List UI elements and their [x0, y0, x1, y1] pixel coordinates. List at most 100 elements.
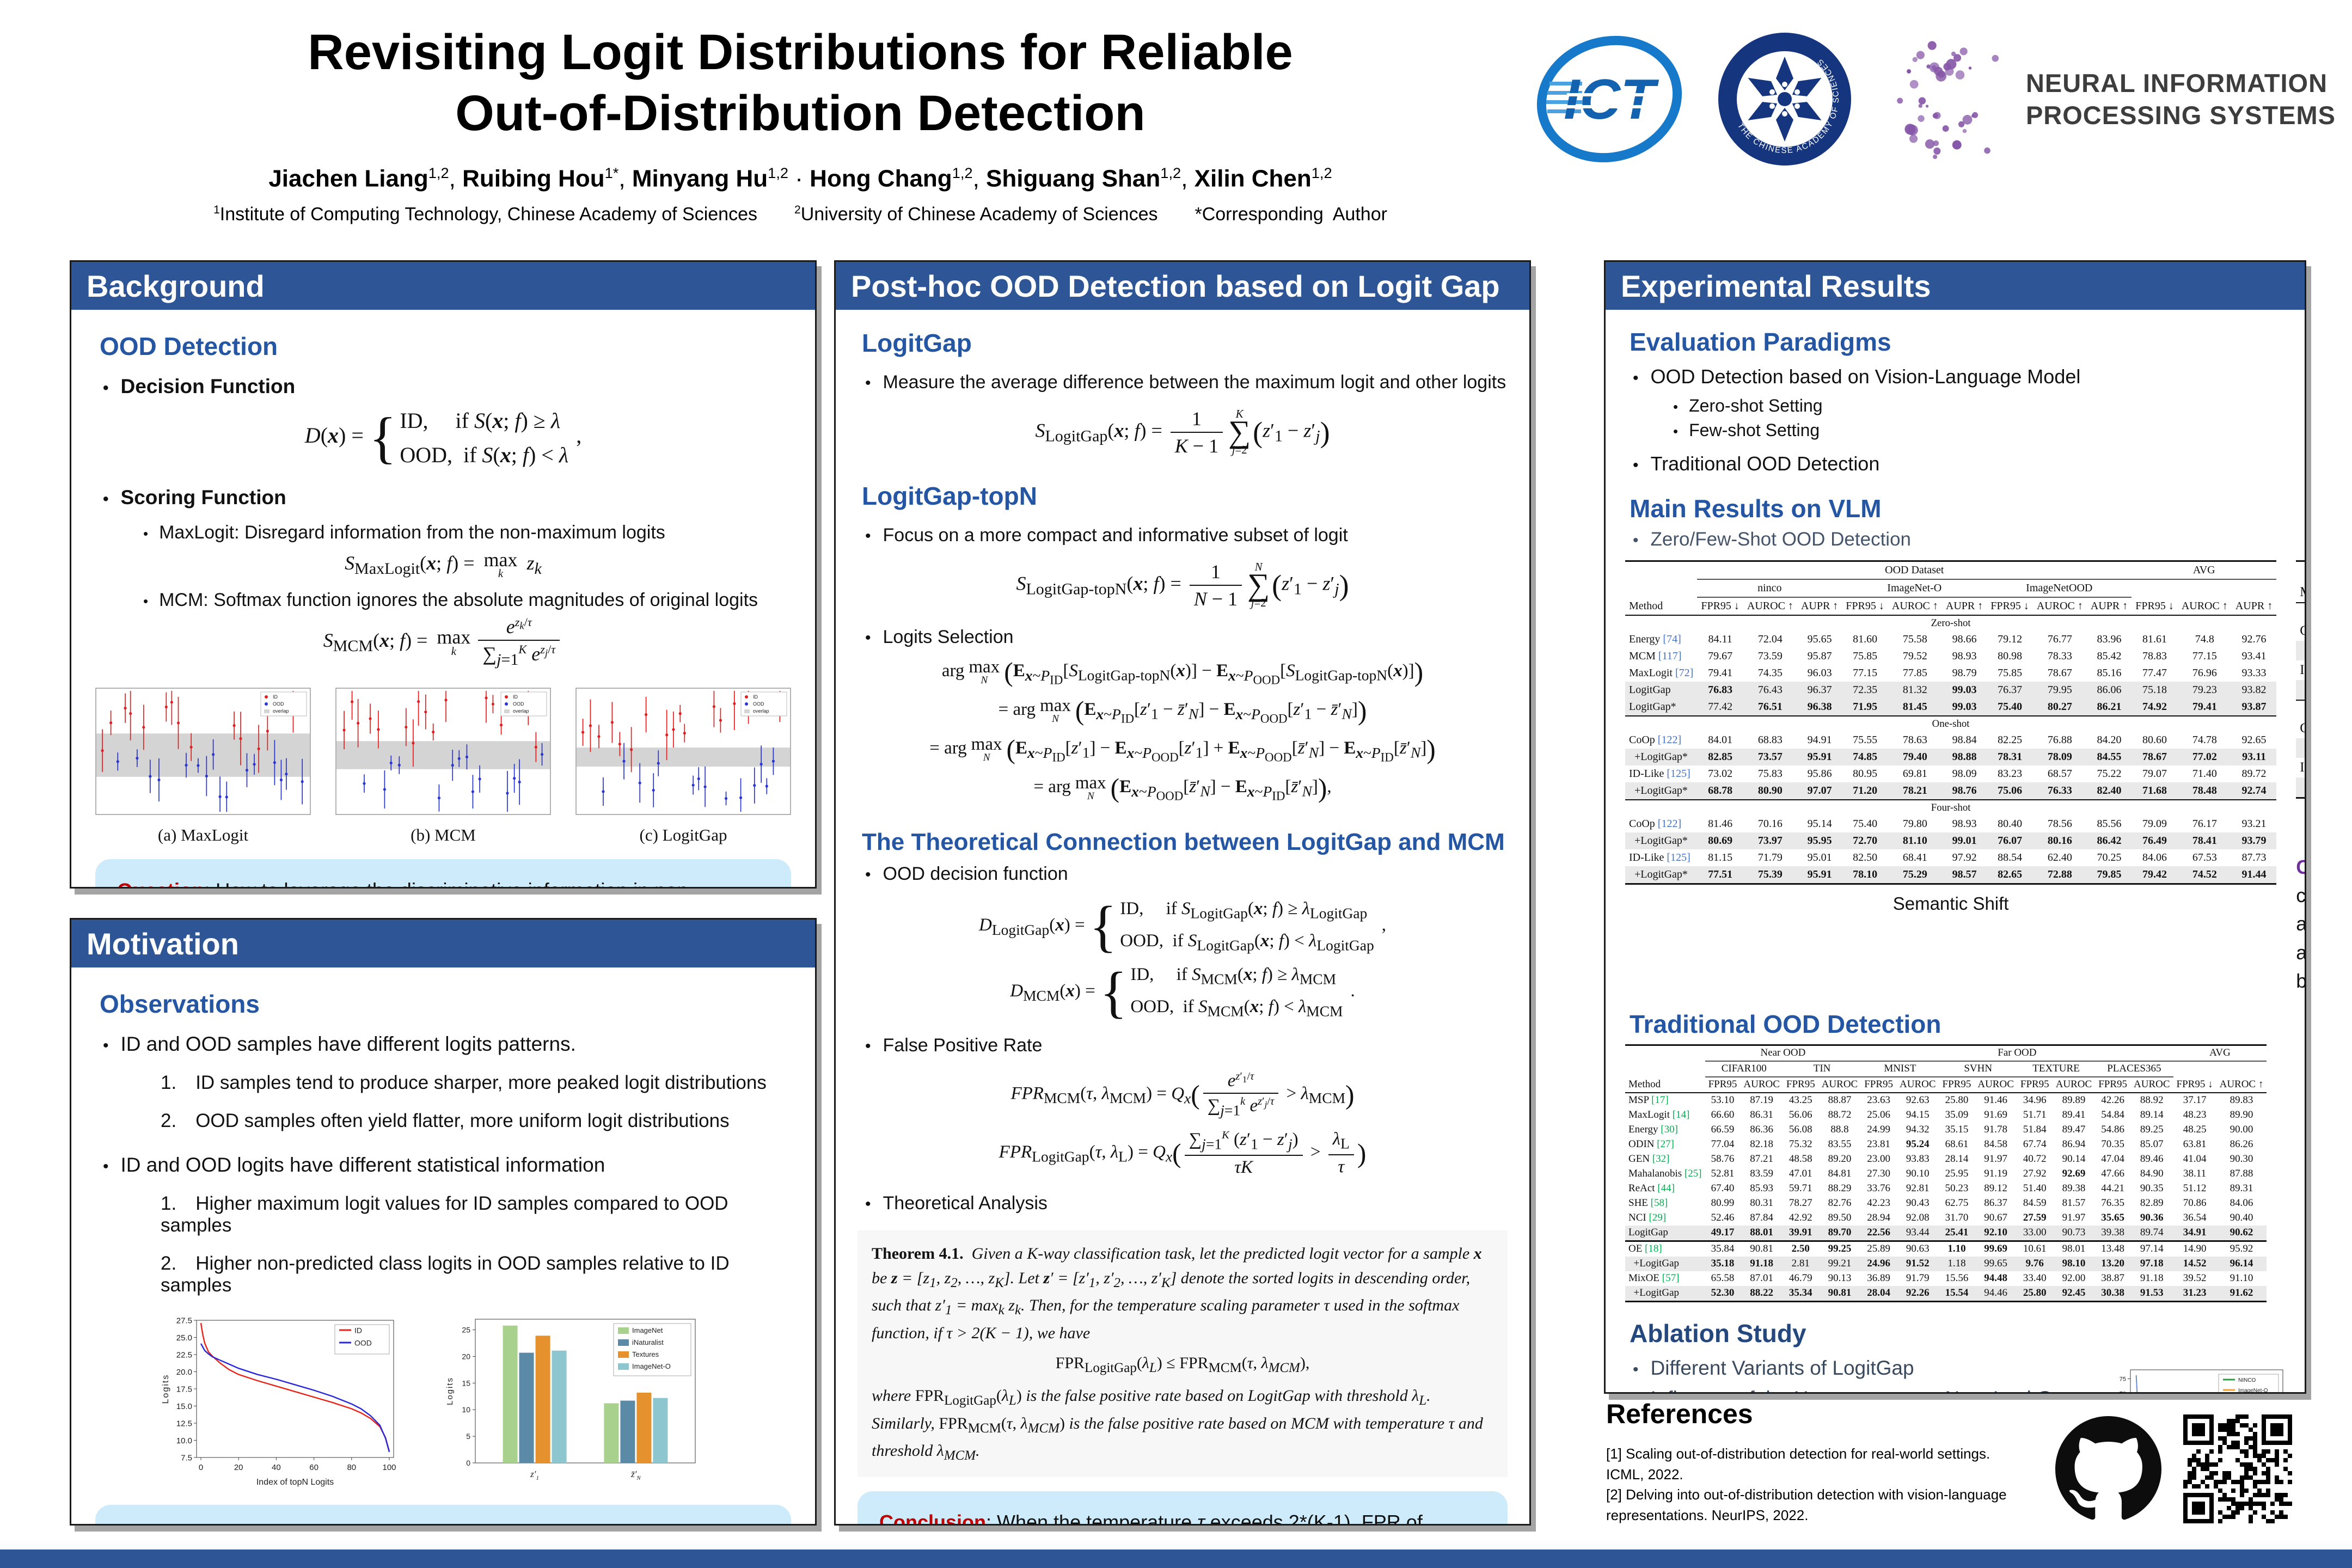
observation-2-item-1: 1. Higher maximum logit values for ID sa… [161, 1193, 728, 1236]
ood-detection-heading: OOD Detection [100, 332, 278, 360]
title-block: Revisiting Logit Distributions for Relia… [131, 22, 1470, 225]
svg-text:OOD: OOD [273, 701, 284, 707]
svg-text:NINCO: NINCO [2238, 1377, 2256, 1383]
topn-logits-line-chart: 0 20 40 60 80 100 7.5 10.0 12.5 15.0 17.5 20.0 22.5 2… [161, 1315, 400, 1491]
background-section-header: Background [71, 262, 815, 310]
table-row: +LogitGap* 77.51 75.39 95.91 78.10 75.29 98.57… [1625, 866, 2277, 884]
svg-text:27.5: 27.5 [176, 1316, 192, 1325]
table-row: CoOp [122] 81.46 70.16 95.14 75.40 79.80 98.93… [1629, 818, 2267, 830]
method-conclusion-box: Conclusion: When the temperature τ excee… [857, 1491, 1508, 1524]
covariate-shift-table: AVGMethodFPR95 ↓AUROC ↑AUPR ↑One-shotCoO… [2296, 560, 2305, 799]
our-idea-box: Our Idea: Exploit the distributional dif… [95, 1505, 791, 1524]
svg-text:overlap: overlap [753, 708, 769, 714]
svg-text:OOD: OOD [354, 1338, 372, 1347]
svg-text:ID: ID [354, 1326, 362, 1334]
poster-header: Revisiting Logit Distributions for Relia… [0, 0, 2352, 256]
references-heading: References [1606, 1399, 1753, 1429]
svg-text:overlap: overlap [273, 708, 289, 714]
panel-caption: (c) LogitGap [639, 825, 727, 845]
results-section-header: Experimental Results [1606, 262, 2305, 310]
table-row: +LogitGap*78.8273.9385.55 [2296, 738, 2305, 758]
svg-text:20: 20 [462, 1352, 470, 1361]
scoring-function-bullet: • Scoring Function [103, 486, 286, 509]
svg-text:20.0: 20.0 [176, 1368, 192, 1377]
fpr-vs-n-chart: 02040608010045505560657075FPRNINCOImageN… [2105, 1364, 2288, 1392]
table-row: CoOp [62]81.1572.3584.75 [2296, 621, 2305, 641]
table-row: LogitGap* 77.42 76.51 96.38 71.95 81.45 99.03 7… [1625, 699, 2277, 716]
decision-function-equation: D(x) = {ID, if S(x; f) ≥ λ OOD, if S(x; f… [304, 406, 582, 469]
traditional-ood-table: Near OOD Far OOD AVG CIFAR100 TIN MNIST SVHN TE… [1625, 1044, 2285, 1302]
svg-text:5: 5 [466, 1432, 470, 1441]
d-mcm-equation: DMCM(x) = {ID, if SMCM(x; f) ≥ λMCM OOD, … [1010, 960, 1355, 1024]
svg-text:Textures: Textures [632, 1350, 659, 1358]
svg-text:7.5: 7.5 [181, 1453, 192, 1462]
table-section-row: Four-shot [2296, 700, 2305, 719]
neurips-logo: NEURAL INFORMATION PROCESSING SYSTEMS [1884, 30, 2336, 169]
ict-logo-text: ICT [1564, 68, 1659, 131]
vlm-conclusion-text: Conclusion: LogitGap consistently outper… [2296, 856, 2306, 992]
theoretical-analysis-bullet: • Theoretical Analysis [865, 1192, 1048, 1214]
maxlogit-equation: SMaxLogit(x; f) = max k zk [345, 549, 542, 580]
table-row: Energy [30] 66.59 86.36 56.08 88.8 24.99 94.32… [1628, 1124, 2253, 1136]
decision-function-bullet: • Decision Function [103, 375, 296, 397]
logitgap-topn-bullet: • Focus on a more compact and informative… [865, 525, 1348, 546]
table-row: +LogitGap 52.30 88.22 35.34 90.81 28.04 92.26 1… [1625, 1285, 2267, 1302]
traditional-paradigm-bullet: • Traditional OOD Detection [1633, 452, 1880, 475]
observations-heading: Observations [100, 990, 260, 1018]
theoretical-connection-heading: The Theoretical Connection between Logit… [862, 829, 1505, 855]
table-header-row: OOD Dataset AVG [1625, 561, 2277, 580]
table-section-row: One-shot [1625, 715, 2277, 732]
table-header-row: CIFAR100 TIN MNIST SVHN TEXTURE PLACES365 [1625, 1061, 2267, 1077]
logo-row: ICT THE CHINESE ACADEMY O [1533, 30, 2336, 169]
qr-code [2183, 1414, 2292, 1523]
table-row: +LogitGap 35.18 91.18 2.81 99.21 24.96 91.52 1.… [1625, 1256, 2267, 1271]
neurips-text-line1: NEURAL INFORMATION [2025, 68, 2328, 97]
cas-logo-icon: THE CHINESE ACADEMY OF SCIENCES [1718, 33, 1851, 166]
table-row: MCM [117] 79.67 73.59 95.87 75.85 79.52 98.93 8… [1629, 650, 2267, 662]
evaluation-paradigms-heading: Evaluation Paradigms [1630, 328, 1891, 356]
svg-text:0: 0 [199, 1463, 203, 1472]
table-row: MaxLogit [14] 66.60 86.31 56.06 88.72 25.06 94… [1628, 1109, 2253, 1121]
svg-text:ID: ID [513, 694, 518, 700]
panel-caption: (b) MCM [411, 825, 476, 845]
svg-text:17.5: 17.5 [176, 1385, 192, 1394]
table-section-row: One-shot [2296, 602, 2305, 621]
table-row: +LogitGap*65.6381.1189.25 [2296, 680, 2305, 700]
theorem-equation: FPRLogitGap(λL) ≤ FPRMCM(τ, λMCM), [1055, 1353, 1310, 1375]
selection-derivation-line3: = arg max N (Ex~PID[z′1] − Ex~POOD[z′1] + E… [929, 734, 1436, 764]
table-row: LogitGap 49.17 88.01 39.91 89.70 22.56 93.44 25… [1625, 1225, 2267, 1241]
table-row: +LogitGap* 68.78 80.90 97.07 71.20 78.21 98.76… [1625, 782, 2277, 800]
svg-text:22.5: 22.5 [176, 1350, 192, 1359]
semantic-shift-block: OOD Dataset AVG ninco ImageNet-O ImageNetOOD… [1625, 560, 2277, 914]
method-section-header: Post-hoc OOD Detection based on Logit Ga… [836, 262, 1529, 310]
fpr-mcm-equation: FPRMCM(τ, λMCM) = Qx(ez′1/τ ∑j=1k ez′j/τ … [1010, 1070, 1355, 1119]
fpr-logitgap-equation: FPRLogitGap(τ, λL) = Qx(∑j=1K (z′1 − z′j… [999, 1129, 1367, 1177]
neurips-dots-icon [1897, 41, 1999, 160]
svg-text:OOD: OOD [513, 701, 524, 707]
logitgap-topn-heading: LogitGap-topN [862, 482, 1037, 510]
table-row: ID-Like [1]67.8379.8288.57 [2300, 663, 2305, 677]
logit-range-panel: ID OOD overlap (b) MCM [335, 688, 551, 845]
table-row: ReAct [44] 67.40 85.93 59.71 88.29 33.76 92.81… [1628, 1183, 2253, 1195]
theorem-block: Theorem 4.1. Given a K-way classificatio… [857, 1230, 1508, 1477]
svg-text:20: 20 [234, 1463, 243, 1472]
svg-text:12.5: 12.5 [176, 1419, 192, 1428]
ict-logo-icon: ICT [1536, 35, 1682, 163]
table-row: ID-Like [1]78.0174.7385.31 [2300, 760, 2305, 775]
svg-text:15: 15 [462, 1379, 470, 1387]
logitgap-heading: LogitGap [862, 329, 972, 357]
svg-text:25: 25 [462, 1326, 470, 1334]
background-section: Background OOD Detection • Decision Funct… [70, 260, 817, 889]
svg-text:40: 40 [272, 1463, 281, 1472]
svg-text:ID: ID [753, 694, 758, 700]
table-column-row: Method FPR95 AUROC FPR95 AUROC FPR95 AUROC FPR9… [1625, 1076, 2267, 1093]
table-header-row: Near OOD Far OOD AVG [1625, 1045, 2267, 1062]
svg-text:15.0: 15.0 [176, 1402, 192, 1411]
table-header-row: AVG [2296, 561, 2305, 583]
panel-caption: (a) MaxLogit [157, 825, 249, 845]
svg-text:10: 10 [462, 1405, 470, 1414]
selection-derivation-line4: = arg max N (Ex~POOD[z̄′N] − Ex~PID[z̄′N]), [1033, 773, 1332, 803]
